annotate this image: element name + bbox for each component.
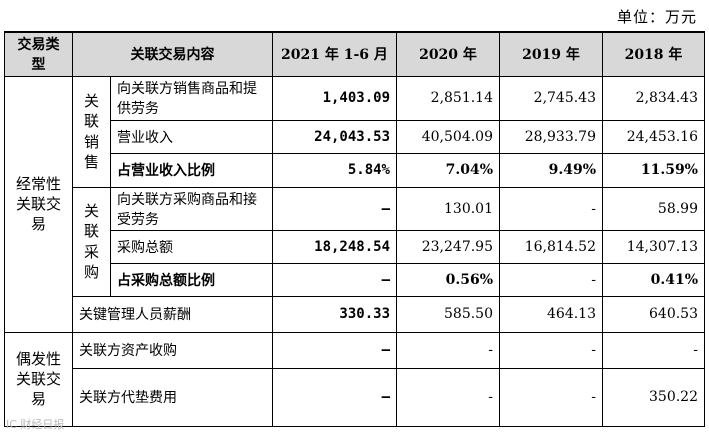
unit-label: 单位：万元: [616, 8, 697, 26]
cell-2020: 585.50: [396, 295, 500, 333]
row-label: 关键管理人员薪酬: [72, 295, 273, 333]
cell-2018: 0.41%: [602, 262, 705, 297]
cell-2019: -: [499, 186, 603, 231]
table-row: 营业收入 24,043.53 40,504.09 28,933.79 24,45…: [5, 119, 705, 154]
group-purchase: 关联采购: [72, 186, 111, 297]
cell-2020: 130.01: [396, 186, 500, 231]
watermark: IC 财经日报: [6, 418, 65, 431]
cell-2021: –: [272, 331, 397, 369]
group-sales: 关联销售: [72, 75, 111, 188]
table-row: 经常性关联交易 关联销售 向关联方销售商品和提供劳务 1,403.09 2,85…: [4, 75, 705, 333]
cell-2019: 2,745.43: [499, 75, 603, 121]
table-row: 采购总额 18,248.54 23,247.95 16,814.52 14,30…: [5, 229, 705, 264]
related-transactions-table: 交易类型 关联交易内容 2021 年 1-6 月 2020 年 2019 年 2…: [4, 31, 705, 427]
table-row: 占营业收入比例 5.84% 7.04% 9.49% 11.59%: [5, 152, 705, 188]
cell-2020: -: [396, 331, 500, 369]
header-row: 交易类型 关联交易内容 2021 年 1-6 月 2020 年 2019 年 2…: [4, 31, 705, 77]
cell-2019: 16,814.52: [499, 229, 603, 264]
row-label: 向关联方销售商品和提供劳务: [110, 75, 273, 121]
row-label: 向关联方采购商品和接受劳务: [110, 186, 273, 231]
cell-2020: -: [396, 367, 500, 427]
cell-2021: –: [272, 262, 397, 297]
cell-2019: -: [499, 262, 603, 297]
cell-2021: 5.84%: [272, 152, 397, 188]
table-row: 关联采购 向关联方采购商品和接受劳务 – 130.01 - 58.99: [5, 186, 705, 297]
cell-2020: 0.56%: [396, 262, 500, 297]
cell-2020: 7.04%: [396, 152, 500, 188]
cell-2018: 24,453.16: [602, 119, 705, 154]
header-2021: 2021 年 1-6 月: [272, 31, 397, 77]
cell-2021: 1,403.09: [272, 75, 397, 121]
cell-2018: 350.22: [602, 367, 705, 427]
table-row: 关键管理人员薪酬 330.33 585.50 464.13 640.53: [5, 295, 705, 333]
category-recurring: 经常性关联交易: [4, 75, 73, 333]
cell-2020: 23,247.95: [396, 229, 500, 264]
row-label: 营业收入: [110, 119, 273, 154]
cell-2021: 18,248.54: [272, 229, 397, 264]
row-label: 关联方资产收购: [72, 331, 273, 369]
cell-2018: -: [602, 331, 705, 369]
cell-2021: 24,043.53: [272, 119, 397, 154]
cell-2018: 640.53: [602, 295, 705, 333]
cell-2018: 58.99: [602, 186, 705, 231]
cell-2021: –: [272, 186, 397, 231]
cell-2019: 464.13: [499, 295, 603, 333]
cell-2020: 40,504.09: [396, 119, 500, 154]
table-row: 偶发性关联交易 关联方资产收购 – - - -: [4, 331, 705, 427]
header-2019: 2019 年: [499, 31, 603, 77]
cell-2019: 28,933.79: [499, 119, 603, 154]
cell-2019: -: [499, 331, 603, 369]
cell-2019: 9.49%: [499, 152, 603, 188]
header-2020: 2020 年: [396, 31, 500, 77]
row-label: 占采购总额比例: [110, 262, 273, 297]
cell-2018: 14,307.13: [602, 229, 705, 264]
cell-2018: 11.59%: [602, 152, 705, 188]
cell-2020: 2,851.14: [396, 75, 500, 121]
table-row: 关联方代垫费用 – - - 350.22: [5, 367, 705, 427]
table-row: 占采购总额比例 – 0.56% - 0.41%: [5, 262, 705, 297]
category-occasional: 偶发性关联交易: [4, 331, 73, 427]
cell-2021: –: [272, 367, 397, 427]
cell-2019: -: [499, 367, 603, 427]
row-label: 占营业收入比例: [110, 152, 273, 188]
header-2018: 2018 年: [602, 31, 705, 77]
row-label: 采购总额: [110, 229, 273, 264]
header-type: 交易类型: [4, 31, 73, 77]
cell-2018: 2,834.43: [602, 75, 705, 121]
header-content: 关联交易内容: [72, 31, 273, 77]
row-label: 关联方代垫费用: [72, 367, 273, 427]
cell-2021: 330.33: [272, 295, 397, 333]
